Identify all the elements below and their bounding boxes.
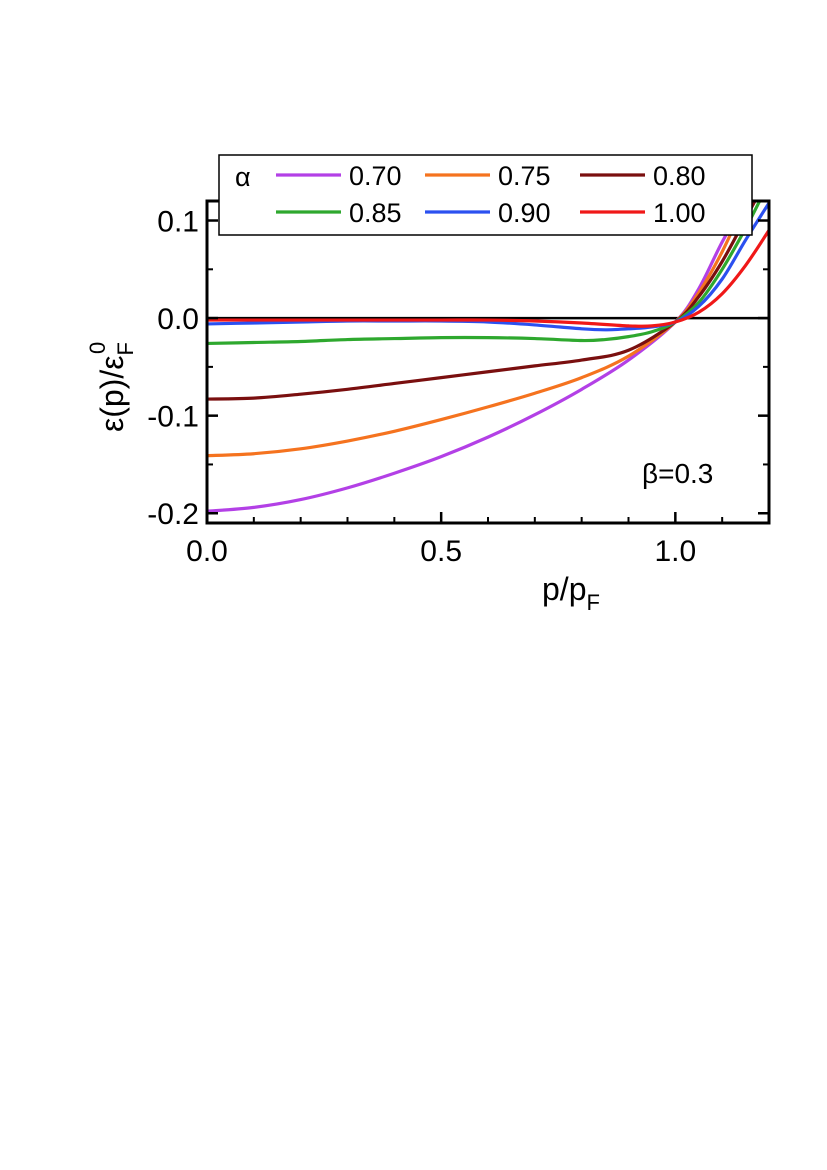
y-tick-label: -0.1 <box>147 401 199 434</box>
series-line-0.75 <box>207 201 748 458</box>
x-tick-label: 1.0 <box>654 535 696 568</box>
legend-box <box>218 154 753 236</box>
x-tick-label: 0.0 <box>186 535 228 568</box>
legend-label-1.00: 1.00 <box>653 198 706 228</box>
legend-label-0.85: 0.85 <box>349 198 402 228</box>
x-axis-label-subscript: F <box>586 590 599 615</box>
x-tick-label: 0.5 <box>420 535 462 568</box>
y-axis-label-subscript: F <box>113 342 138 355</box>
series-line-0.85 <box>207 201 762 346</box>
y-tick-label: 0.0 <box>157 303 199 336</box>
legend-label-0.90: 0.90 <box>498 198 551 228</box>
y-tick-label: 0.1 <box>157 206 199 239</box>
series-line-0.80 <box>207 201 757 401</box>
legend-label-0.70: 0.70 <box>349 161 402 191</box>
series-layer <box>207 201 769 513</box>
y-axis-label: ε(p)/εF0 <box>85 342 138 432</box>
beta-annotation: β=0.3 <box>642 458 713 489</box>
legend-label-0.80: 0.80 <box>653 161 706 191</box>
legend-title: α <box>235 162 251 192</box>
y-tick-label: -0.2 <box>147 498 199 531</box>
series-line-1.00 <box>207 229 769 328</box>
y-axis-label-superscript: 0 <box>85 342 110 354</box>
legend-label-0.75: 0.75 <box>498 161 551 191</box>
legend: α 0.70 0.75 0.80 0.85 0.90 1.00 <box>218 154 753 236</box>
series-line-0.70 <box>207 201 747 513</box>
